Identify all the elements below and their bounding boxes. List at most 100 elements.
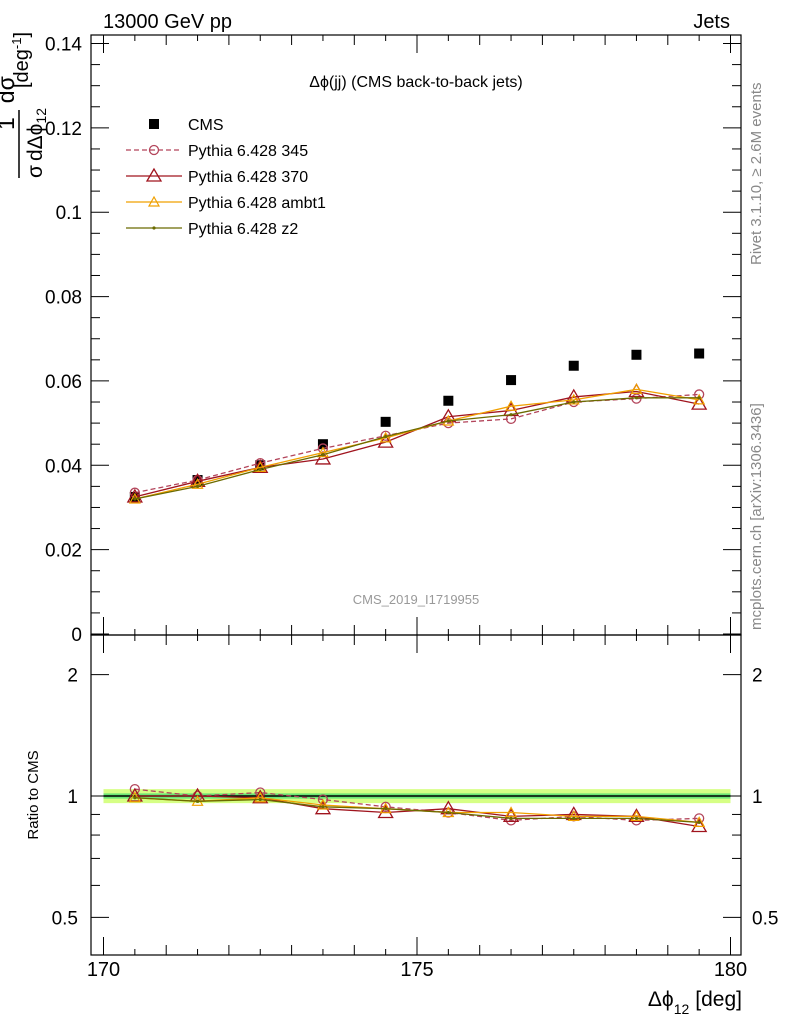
legend-marker-p345 [148,144,160,156]
x-tick-label: 180 [714,959,747,981]
z2-point [697,396,701,400]
z2-point [195,484,200,488]
ambt1-point [505,400,518,411]
z2-ratio-point [384,807,388,811]
z2-point [634,396,639,400]
legend-label-z2: Pythia 6.428 z2 [188,221,298,238]
z2-point [446,419,450,423]
x-tick-label: 175 [400,959,433,981]
p370-ratio-point [502,808,520,823]
legend-label-p345: Pythia 6.428 345 [188,143,308,160]
y-tick-label: 0.06 [45,372,82,393]
p345-point [129,487,141,498]
cms-point [506,375,517,386]
cms-point [443,395,454,406]
ambt1-point [693,393,706,405]
z2-point [509,413,513,417]
legend-marker-p370 [145,167,163,182]
z2-point [572,400,576,404]
series-p370 [126,383,708,503]
p370-ratio-point [691,818,708,833]
p345-ratio-point [380,801,391,812]
legend-marker-z2 [152,226,156,230]
cms-point [568,360,579,371]
p370-ratio-point [314,800,332,815]
p370-ratio-point [377,804,394,819]
x-tick-label: 170 [87,959,120,981]
p345-ratio-point [317,794,329,805]
main-series [126,348,708,504]
ambt1-ratio-point [254,791,267,803]
analysis-id: CMS_2019_I1719955 [353,592,480,607]
main-y-label: 1dσ σdΔϕ12 [deg-1] [0,32,49,178]
ambt1-point [630,383,643,394]
p370-point [377,433,394,448]
z2-ratio-point [258,797,262,802]
legend-label-ambt1: Pythia 6.428 ambt1 [188,195,326,212]
p370-point [314,450,332,465]
cms-point [631,349,642,360]
z2-point [321,453,325,457]
legend: CMS Pythia 6.428 345 Pythia 6.428 370 Pythi… [126,117,326,238]
rivet-version: Rivet 3.1.10, ≥ 2.6M events [748,83,765,266]
y-tick-label-right: 0.5 [752,908,778,929]
y-tick-label: 0.02 [45,541,82,562]
ratio-series [126,783,708,833]
z2-ratio-point [572,816,576,820]
svg-text:σdΔϕ12: σdΔϕ12 [24,108,49,178]
z2-ratio-point [446,810,450,815]
z2-point [384,435,388,439]
p370-point [126,488,143,503]
p370-ratio-point [628,808,645,823]
series-z2 [133,396,701,501]
y-tick-label: 1 [67,787,78,808]
ambt1-ratio-point [505,806,518,818]
series-ambt1 [128,383,706,504]
z2-ratio-point [697,820,701,824]
cms-point [694,348,705,359]
legend-label-p370: Pythia 6.428 370 [188,169,308,186]
p370-point [691,395,708,410]
ambt1-ratio-point [630,810,643,821]
ambt1-point [567,393,580,405]
z2-point [258,467,262,472]
p345-ratio-point [255,787,266,798]
z2-point [133,497,137,501]
y-tick-label: 0.5 [52,908,78,929]
y-tick-label: 0.14 [45,35,82,56]
y-tick-label: 0 [71,625,82,646]
y-tick-label-right: 2 [752,666,763,687]
y-tick-label: 0.04 [45,456,82,477]
ambt1-ratio-point [567,810,580,821]
plot-title: Δϕ(jj) (CMS back-to-back jets) [309,74,522,91]
p370-ratio-point [252,789,269,804]
ratio-series-z2 [133,796,701,824]
svg-text:[deg-1]: [deg-1] [9,32,33,88]
ratio-y-label: Ratio to CMS [25,750,42,839]
ambt1-line [134,388,700,500]
ambt1-ratio-point [316,798,329,810]
ambt1-point [316,446,329,458]
mcplots-ref: mcplots.cern.ch [arXiv:1306.3436] [748,403,765,630]
legend-marker-cms [149,119,159,129]
ratio-axis-ticks: 170 175 180 0.5 0.5 1 1 2 2 [52,635,778,981]
z2-ratio-point [133,796,137,800]
cms-point [380,416,391,427]
header-right: Jets [693,11,730,33]
y-tick-label: 0.08 [45,288,82,309]
main-axis-ticks: 0 0.02 0.04 0.06 0.08 0.1 0.12 0.14 [45,35,741,646]
cms-point [255,460,266,471]
y-tick-label: 0.12 [45,119,82,140]
ambt1-point [191,478,204,489]
z2-ratio-point [509,816,513,820]
y-tick-label-right: 1 [752,787,763,808]
header-left: 13000 GeV pp [103,11,232,33]
svg-text:1dσ: 1dσ [0,76,19,130]
p370-ratio-point [126,787,143,802]
legend-marker-ambt1 [147,195,161,207]
y-tick-label: 2 [67,666,78,687]
ratio-frame [90,634,742,956]
z2-ratio-line [134,797,700,824]
z2-ratio-point [195,799,200,803]
